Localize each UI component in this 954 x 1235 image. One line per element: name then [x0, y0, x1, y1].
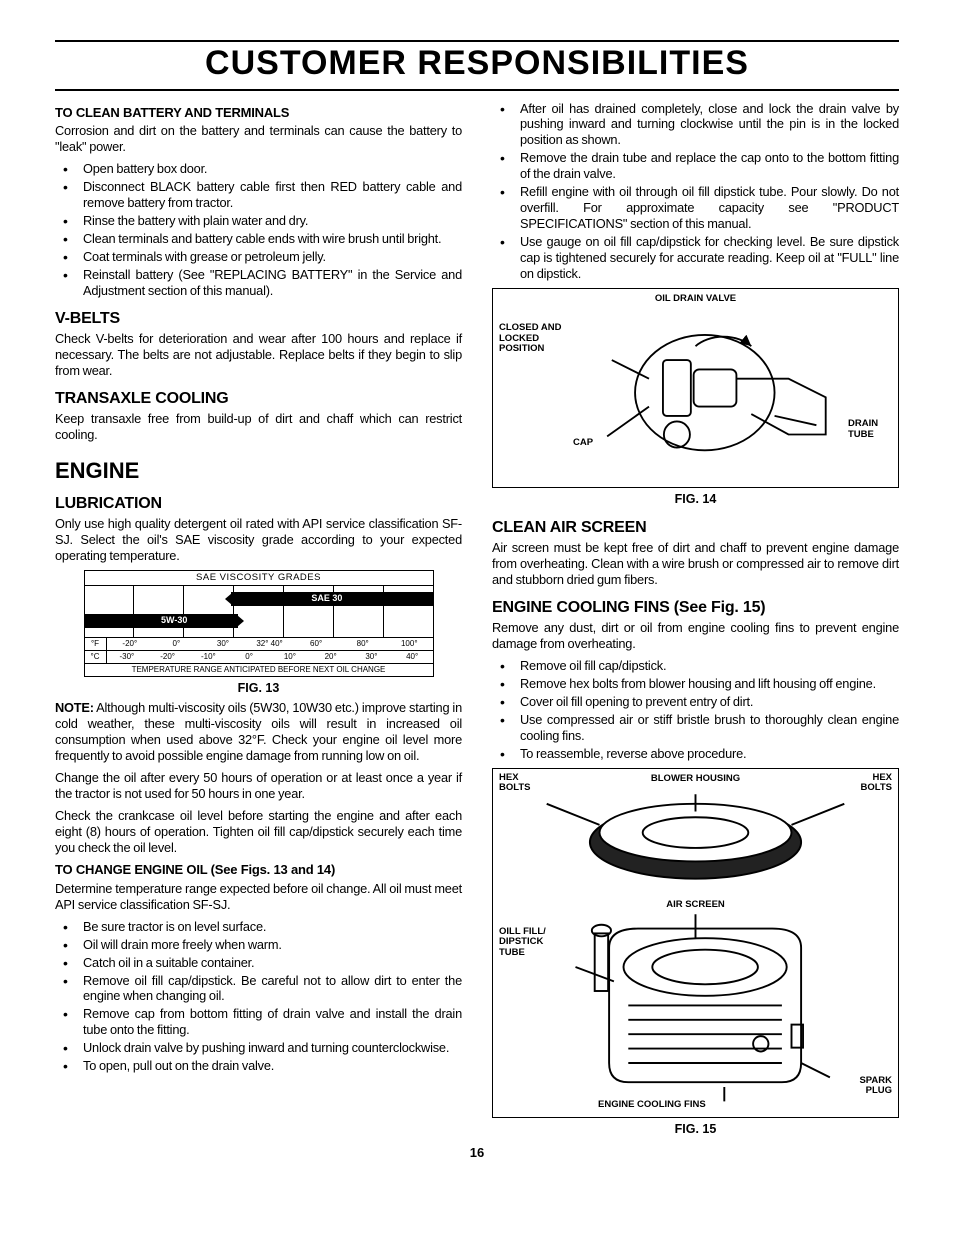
visc-footer: TEMPERATURE RANGE ANTICIPATED BEFORE NEX…	[85, 664, 433, 676]
fig14-title: OIL DRAIN VALVE	[655, 293, 736, 305]
oil-note: NOTE: Although multi-viscosity oils (5W3…	[55, 700, 462, 764]
change-oil-text: Change the oil after every 50 hours of o…	[55, 770, 462, 802]
5w30-bar: 5W-30	[85, 614, 238, 628]
fig14-closed-label: CLOSED AND LOCKED POSITION	[499, 323, 569, 354]
fig14-label: FIG. 14	[492, 492, 899, 508]
list-item: Catch oil in a suitable container.	[55, 955, 462, 971]
viscosity-chart: SAE VISCOSITY GRADES SAE 30 5W-30 °F -20…	[84, 570, 434, 677]
change-oil-list: Be sure tractor is on level surface. Oil…	[55, 919, 462, 1075]
change-oil-intro: Determine temperature range expected bef…	[55, 881, 462, 913]
list-item: Rinse the battery with plain water and d…	[55, 213, 462, 229]
list-item: Coat terminals with grease or petroleum …	[55, 249, 462, 265]
page-title: CUSTOMER RESPONSIBILITIES	[55, 40, 899, 91]
c-label: °C	[85, 651, 107, 663]
vbelts-heading: V-BELTS	[55, 309, 462, 329]
list-item: Open battery box door.	[55, 161, 462, 177]
lubrication-text: Only use high quality detergent oil rate…	[55, 516, 462, 564]
list-item: To reassemble, reverse above procedure.	[492, 746, 899, 762]
clean-air-text: Air screen must be kept free of dirt and…	[492, 540, 899, 588]
vbelts-text: Check V-belts for deterioration and wear…	[55, 331, 462, 379]
list-item: Remove hex bolts from blower housing and…	[492, 676, 899, 692]
list-item: Use compressed air or stiff bristle brus…	[492, 712, 899, 744]
cooling-fins-list: Remove oil fill cap/dipstick. Remove hex…	[492, 658, 899, 762]
list-item: Remove the drain tube and replace the ca…	[492, 150, 899, 182]
clean-air-heading: CLEAN AIR SCREEN	[492, 518, 899, 538]
battery-intro: Corrosion and dirt on the battery and te…	[55, 123, 462, 155]
c-scale: -30°-20°-10°0°10°20°30°40°	[107, 651, 433, 663]
list-item: Remove oil fill cap/dipstick. Be careful…	[55, 973, 462, 1005]
battery-list: Open battery box door. Disconnect BLACK …	[55, 161, 462, 299]
cooling-fins-heading: ENGINE COOLING FINS (See Fig. 15)	[492, 598, 899, 618]
list-item: Be sure tractor is on level surface.	[55, 919, 462, 935]
fig15-label: FIG. 15	[492, 1122, 899, 1138]
fig15-fins-label: ENGINE COOLING FINS	[598, 1099, 706, 1111]
list-item: Cover oil fill opening to prevent entry …	[492, 694, 899, 710]
fig15-blower-label: BLOWER HOUSING	[651, 773, 740, 785]
sae30-label: SAE 30	[311, 593, 342, 604]
list-item: Remove oil fill cap/dipstick.	[492, 658, 899, 674]
fig15-air-label: AIR SCREEN	[666, 899, 725, 911]
transaxle-heading: TRANSAXLE COOLING	[55, 389, 462, 409]
drain-continue-list: After oil has drained completely, close …	[492, 101, 899, 283]
visc-title: SAE VISCOSITY GRADES	[85, 571, 433, 586]
list-item: Remove cap from bottom fitting of drain …	[55, 1006, 462, 1038]
list-item: Reinstall battery (See "REPLACING BATTER…	[55, 267, 462, 299]
5w30-label: 5W-30	[161, 615, 187, 626]
transaxle-text: Keep transaxle free from build-up of dir…	[55, 411, 462, 443]
f-scale: -20°0°30°32° 40°60°80°100°	[107, 638, 433, 650]
engine-heading: ENGINE	[55, 457, 462, 485]
list-item: To open, pull out on the drain valve.	[55, 1058, 462, 1074]
note-text: Although multi-viscosity oils (5W30, 10W…	[55, 700, 462, 763]
battery-heading: TO CLEAN BATTERY AND TERMINALS	[55, 105, 462, 121]
lubrication-heading: LUBRICATION	[55, 494, 462, 514]
right-column: After oil has drained completely, close …	[492, 99, 899, 1142]
list-item: Disconnect BLACK battery cable first the…	[55, 179, 462, 211]
left-column: TO CLEAN BATTERY AND TERMINALS Corrosion…	[55, 99, 462, 1142]
fig14-drain-label: DRAIN TUBE	[848, 419, 892, 440]
list-item: Unlock drain valve by pushing inward and…	[55, 1040, 462, 1056]
list-item: Use gauge on oil fill cap/dipstick for c…	[492, 234, 899, 282]
fig14-cap-label: CAP	[573, 437, 593, 449]
f-label: °F	[85, 638, 107, 650]
fig15-fill-label: OILL FILL/ DIPSTICK TUBE	[499, 927, 569, 958]
list-item: Refill engine with oil through oil fill …	[492, 184, 899, 232]
fig14-box: OIL DRAIN VALVE CLOSED AND LOCKED POSITI…	[492, 288, 899, 488]
fig15-spark-label: SPARK PLUG	[842, 1076, 892, 1097]
sae30-bar: SAE 30	[231, 592, 433, 606]
change-oil-heading: TO CHANGE ENGINE OIL (See Figs. 13 and 1…	[55, 862, 462, 878]
list-item: Clean terminals and battery cable ends w…	[55, 231, 462, 247]
crankcase-text: Check the crankcase oil level before sta…	[55, 808, 462, 856]
fig15-hex1-label: HEX BOLTS	[499, 773, 543, 794]
note-bold: NOTE:	[55, 700, 94, 715]
cooling-fins-text: Remove any dust, dirt or oil from engine…	[492, 620, 899, 652]
list-item: After oil has drained completely, close …	[492, 101, 899, 149]
fig13-label: FIG. 13	[55, 681, 462, 697]
fig15-hex2-label: HEX BOLTS	[848, 773, 892, 794]
list-item: Oil will drain more freely when warm.	[55, 937, 462, 953]
page-number: 16	[55, 1145, 899, 1161]
fig15-box: HEX BOLTS BLOWER HOUSING HEX BOLTS AIR S…	[492, 768, 899, 1118]
